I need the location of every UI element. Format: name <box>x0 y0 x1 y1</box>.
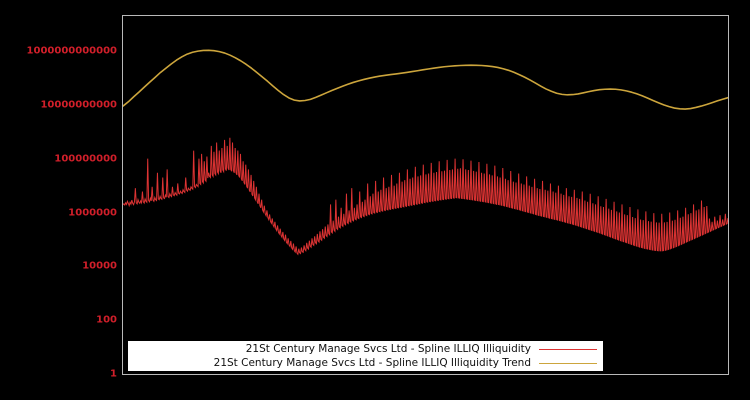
legend-label-trend: 21St Century Manage Svcs Ltd - Spline IL… <box>213 357 531 369</box>
y-axis-tick-label: 1000000 <box>68 207 117 218</box>
series-line-illiquidity <box>123 137 728 256</box>
legend-item-illiquidity[interactable]: 21St Century Manage Svcs Ltd - Spline IL… <box>128 342 603 356</box>
plot-svg <box>123 49 728 256</box>
y-axis-tick-label: 1 <box>110 368 117 380</box>
legend-swatch-illiquidity <box>539 348 597 350</box>
legend-label-illiquidity: 21St Century Manage Svcs Ltd - Spline IL… <box>245 343 531 355</box>
y-axis-tick-label: 10000000000 <box>40 99 117 111</box>
y-axis-tick-label: 100 <box>96 314 117 326</box>
y-axis-tick-label: 100000000 <box>54 153 117 165</box>
legend-swatch-trend <box>539 362 597 364</box>
y-axis-tick-labels: 1 100 10000 1000000 100000000 10000000000 1000… <box>0 0 117 400</box>
series-line-trend <box>123 49 728 110</box>
legend-item-trend[interactable]: 21St Century Manage Svcs Ltd - Spline IL… <box>128 356 603 370</box>
y-axis-tick-label: 10000 <box>82 260 117 272</box>
chart-legend: 21St Century Manage Svcs Ltd - Spline IL… <box>128 341 603 371</box>
y-axis-tick-label: 1000000000000 <box>26 45 117 57</box>
plot-area <box>122 15 729 375</box>
